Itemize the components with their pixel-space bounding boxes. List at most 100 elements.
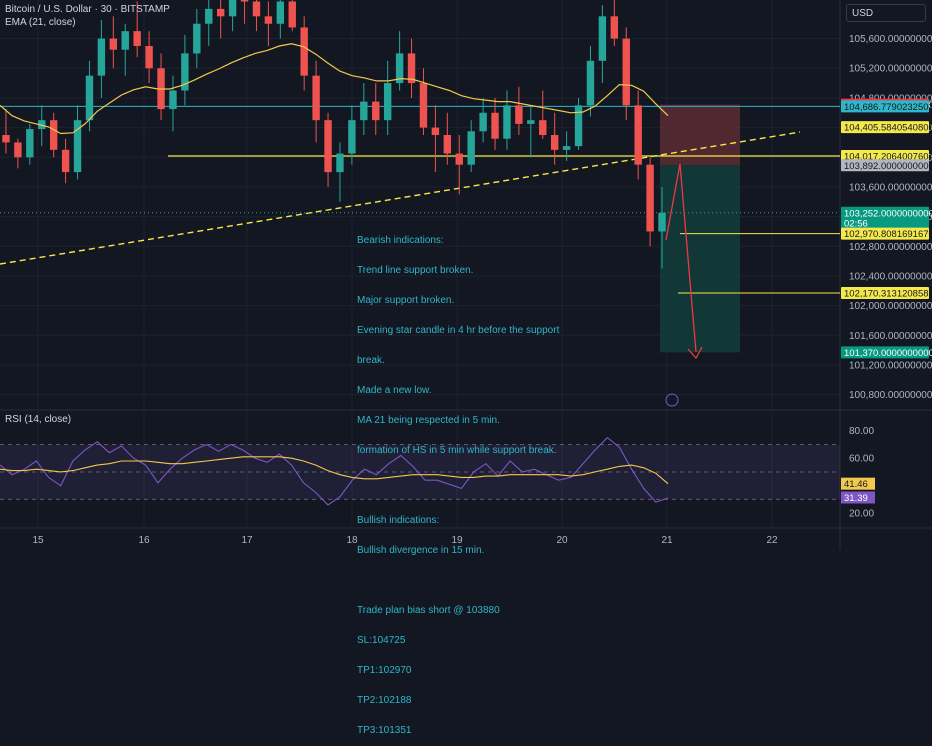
currency-button[interactable]: USD: [846, 4, 926, 22]
candle: [360, 83, 368, 136]
time-tick-label: 21: [661, 535, 673, 546]
price-tag-bg: [841, 100, 929, 113]
plan-item: TP2:102188: [357, 695, 412, 706]
candle-body: [598, 16, 607, 61]
candle-body: [515, 105, 523, 124]
candle-body: [622, 38, 630, 106]
analysis-annotation: Bearish indications: Trend line support …: [357, 216, 587, 746]
candle: [634, 90, 642, 180]
candle: [527, 105, 535, 158]
price-tick-label: 105,600.00000000000: [849, 34, 932, 45]
candle: [479, 97, 487, 143]
price-tag-label: 104,686.77902325028: [844, 102, 932, 113]
candle-body: [2, 135, 10, 143]
rsi-ma-line: [0, 456, 669, 485]
rsi-tick-label: 60.00: [849, 454, 874, 465]
candle: [26, 123, 34, 165]
candle-body: [264, 16, 273, 24]
trading-chart[interactable]: 105,600.00000000000 105,200.00000000000 10…: [0, 0, 932, 550]
candle-body: [205, 8, 213, 24]
rsi-tick-label: 80.00: [849, 426, 874, 437]
price-tag-bg: [841, 149, 929, 162]
candle: [73, 105, 82, 180]
candle-body: [26, 129, 34, 158]
price-tags: 104,710.00000000000104,686.7790232502810…: [841, 98, 932, 504]
price-tag-target: 101,370.00000000000: [841, 346, 932, 359]
price-tag-label: 102,170.31312085836: [844, 288, 932, 299]
candle: [240, 0, 249, 24]
candle-body: [467, 131, 475, 165]
candle: [121, 23, 129, 76]
candle: [49, 112, 58, 158]
time-tick-label: 22: [766, 535, 778, 546]
plan-title: Trade plan bias short @ 103880: [357, 605, 500, 616]
candle: [550, 112, 559, 165]
bearish-item: MA 21 being respected in 5 min.: [357, 415, 500, 426]
candle-body: [61, 149, 70, 173]
candle-body: [85, 75, 94, 121]
candle: [312, 60, 320, 143]
candle-body: [276, 1, 285, 24]
price-tag-bg: [841, 121, 929, 134]
candle: [228, 0, 237, 32]
arrow-head: [687, 346, 703, 360]
candle-body: [610, 16, 619, 39]
candle: [574, 97, 583, 150]
candle: [14, 138, 22, 169]
time-tick-label: 16: [138, 535, 150, 546]
candle: [383, 60, 392, 136]
candle-body: [634, 105, 642, 165]
price-tag-level-yellow: 104,017.20640076048: [841, 149, 932, 162]
bearish-item: break.: [357, 355, 385, 366]
candle: [372, 83, 380, 136]
bearish-item: formation of HS in 5 min while support b…: [357, 445, 557, 456]
candle-body: [312, 75, 320, 121]
candle-body: [431, 127, 440, 136]
price-tag-level-cyan: 104,686.77902325028: [841, 100, 932, 113]
plan-item: SL:104725: [357, 635, 406, 646]
candle: [562, 131, 571, 161]
candle: [324, 112, 332, 187]
price-tag-level-yellow: 104,405.58405408050: [841, 121, 932, 134]
price-tag-label: 101,370.00000000000: [844, 348, 932, 359]
candle-series: [2, 0, 666, 269]
candle: [2, 109, 10, 154]
candle-body: [216, 8, 225, 17]
candle: [133, 1, 141, 58]
candle: [264, 1, 273, 46]
rsi-tick-label: 20.00: [849, 509, 874, 520]
candle-body: [360, 101, 368, 121]
candle: [455, 135, 463, 195]
candle-body: [383, 83, 392, 121]
bearish-item: Major support broken.: [357, 295, 455, 306]
trend-line: [0, 131, 801, 265]
projection-path: [665, 163, 697, 353]
candle-body: [97, 38, 106, 76]
candle-body: [133, 31, 141, 46]
candle-body: [49, 120, 58, 150]
candle: [539, 90, 547, 139]
price-tag-label: 103,892.00000000000: [844, 161, 932, 172]
rsi-ma-tag: [841, 477, 875, 490]
bullish-title: Bullish indications:: [357, 515, 440, 526]
time-tick-label: 19: [451, 535, 463, 546]
candle-body: [479, 112, 487, 132]
candle: [431, 105, 440, 173]
candle-body: [527, 120, 535, 124]
replay-marker-icon: [665, 393, 679, 407]
price-tag-label: 104,405.58405408050: [844, 123, 932, 134]
candle: [109, 16, 118, 69]
rsi-line: [0, 436, 669, 506]
candle-body: [288, 1, 296, 28]
trade-zones: [660, 104, 740, 353]
candle: [515, 86, 523, 136]
candle-body: [169, 90, 177, 110]
price-tag-bg: [841, 286, 929, 299]
candle-body: [324, 120, 332, 173]
candle: [348, 105, 356, 165]
price-tag-bg: [841, 159, 929, 172]
bearish-title: Bearish indications:: [357, 235, 444, 246]
rsi-ma-tag-label: 41.46: [844, 479, 868, 490]
price-tick-label: 102,400.00000000000: [849, 271, 932, 282]
plan-item: TP1:102970: [357, 665, 412, 676]
